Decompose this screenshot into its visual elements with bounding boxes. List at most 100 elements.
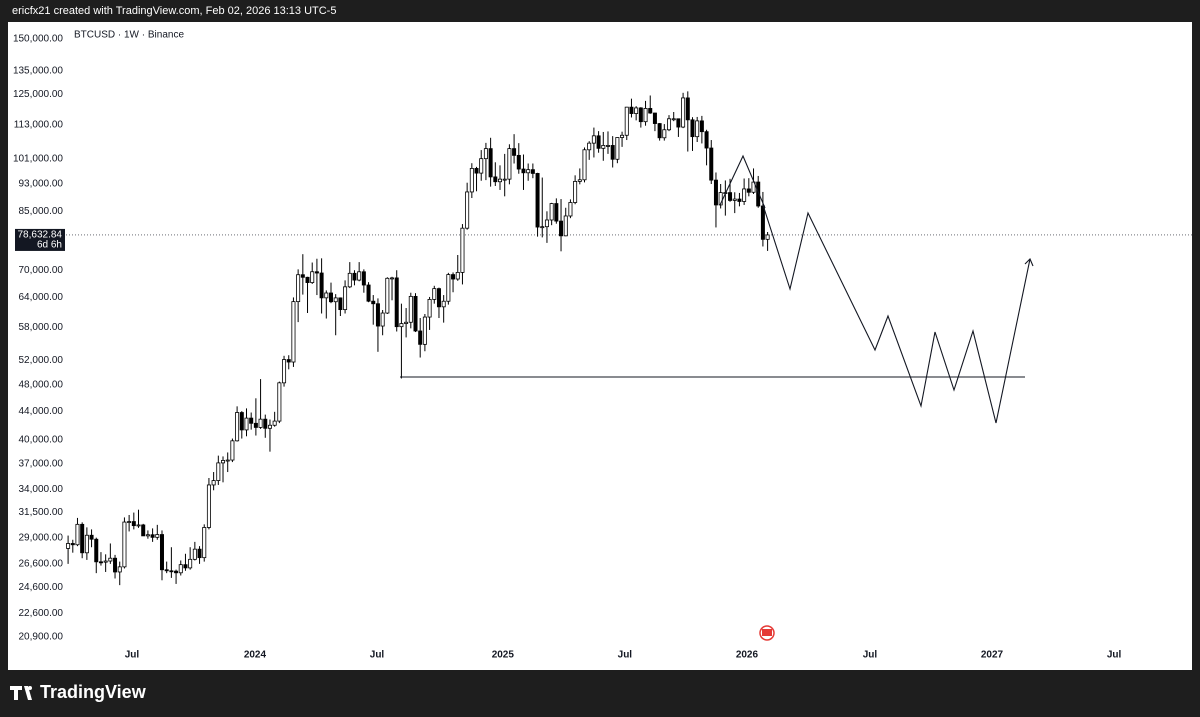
- candle-body: [530, 169, 535, 174]
- candle-body: [676, 118, 681, 128]
- candle-body: [380, 312, 385, 327]
- candle-body: [394, 277, 399, 328]
- candle-body: [291, 301, 296, 363]
- candle-body: [648, 108, 653, 114]
- footer: TradingView: [10, 682, 147, 702]
- candle-body: [737, 198, 742, 202]
- candle-body: [145, 534, 150, 537]
- y-tick-label: 113,000.00: [14, 120, 64, 131]
- candle-body: [225, 459, 230, 462]
- candle-body: [526, 169, 531, 174]
- candle-body: [441, 300, 446, 308]
- candle-body: [192, 548, 197, 560]
- chart-panel: [8, 22, 1192, 670]
- candle-body: [113, 557, 118, 573]
- candle-body: [615, 137, 620, 160]
- candle-body: [122, 521, 127, 568]
- candle-body: [544, 219, 549, 228]
- y-tick-label: 64,000.00: [19, 292, 64, 303]
- logo: [10, 686, 32, 700]
- candle-body: [634, 107, 639, 114]
- y-tick-label: 135,000.00: [13, 66, 63, 77]
- candle-body: [296, 274, 301, 303]
- candle-body: [70, 543, 75, 546]
- candle-body: [432, 288, 437, 300]
- candle-body: [98, 561, 103, 564]
- candle-body: [361, 271, 366, 286]
- candle-body: [704, 131, 709, 149]
- candle-body: [418, 330, 423, 345]
- candle-body: [681, 97, 686, 128]
- y-tick-label: 70,000.00: [19, 265, 64, 276]
- candle-body: [159, 534, 164, 571]
- y-tick-label: 34,000.00: [19, 484, 64, 495]
- x-tick-label: Jul: [370, 650, 385, 661]
- candle-body: [314, 271, 319, 274]
- candle-body: [103, 560, 108, 563]
- candle-body: [333, 297, 338, 303]
- candle-body: [202, 527, 207, 559]
- candle-body: [300, 274, 305, 278]
- y-tick-label: 125,000.00: [13, 89, 63, 100]
- candle-body: [338, 297, 343, 311]
- candle-body: [718, 192, 723, 206]
- candle-body: [493, 176, 498, 183]
- candle-body: [638, 107, 643, 123]
- candle-body: [591, 135, 596, 144]
- x-tick-label: 2026: [736, 650, 759, 661]
- candle-body: [587, 142, 592, 151]
- candle-body: [305, 276, 310, 283]
- candle-body: [286, 359, 291, 363]
- candle-body: [310, 271, 315, 283]
- candle-body: [75, 523, 80, 546]
- candle-body: [282, 359, 287, 384]
- candle-body: [221, 460, 226, 464]
- candle-body: [512, 148, 517, 156]
- candle-body: [267, 424, 272, 429]
- x-tick-label: Jul: [618, 650, 633, 661]
- y-tick-label: 37,000.00: [19, 458, 64, 469]
- y-tick-label: 48,000.00: [19, 379, 64, 390]
- candle-body: [610, 145, 615, 160]
- y-tick-label: 40,000.00: [19, 435, 64, 446]
- pattern-line: [719, 154, 766, 209]
- candle-body: [343, 286, 348, 311]
- candle-body: [206, 484, 211, 528]
- x-tick-label: 2027: [981, 650, 1004, 661]
- candle-body: [601, 145, 606, 149]
- y-tick-label: 24,600.00: [19, 582, 64, 593]
- candle-body: [629, 106, 634, 114]
- x-tick-label: Jul: [1107, 650, 1122, 661]
- candle-body: [568, 202, 573, 217]
- candle-body: [84, 534, 89, 554]
- candle-body: [474, 168, 479, 174]
- candle-body: [507, 148, 512, 180]
- candle-body: [169, 570, 174, 573]
- candle-body: [216, 462, 221, 481]
- candle-body: [765, 234, 770, 240]
- countdown-label: 6d 6h: [37, 240, 62, 251]
- chart-title: BTCUSD · 1W · Binance: [74, 30, 184, 41]
- candle-body: [319, 272, 324, 299]
- candle-body: [732, 198, 737, 201]
- y-tick-label: 101,000.00: [13, 154, 63, 165]
- candle-body: [347, 272, 352, 288]
- candle-body: [488, 148, 493, 178]
- candle-body: [554, 203, 559, 222]
- last-price-box: [15, 228, 65, 251]
- candle-body: [577, 179, 582, 182]
- candle-body: [535, 173, 540, 228]
- candle-body: [498, 178, 503, 183]
- drawings: [400, 154, 1034, 424]
- candle-body: [690, 119, 695, 138]
- candle-body: [324, 292, 329, 299]
- x-tick-label: 2024: [244, 650, 267, 661]
- candle-body: [89, 534, 94, 540]
- candle-body: [709, 147, 714, 181]
- candle-body: [263, 418, 268, 429]
- header-text: ericfx21 created with TradingView.com, F…: [12, 5, 336, 17]
- candle-body: [249, 417, 254, 424]
- candle-body: [272, 420, 277, 426]
- candle-body: [582, 149, 587, 181]
- candle-body: [479, 158, 484, 174]
